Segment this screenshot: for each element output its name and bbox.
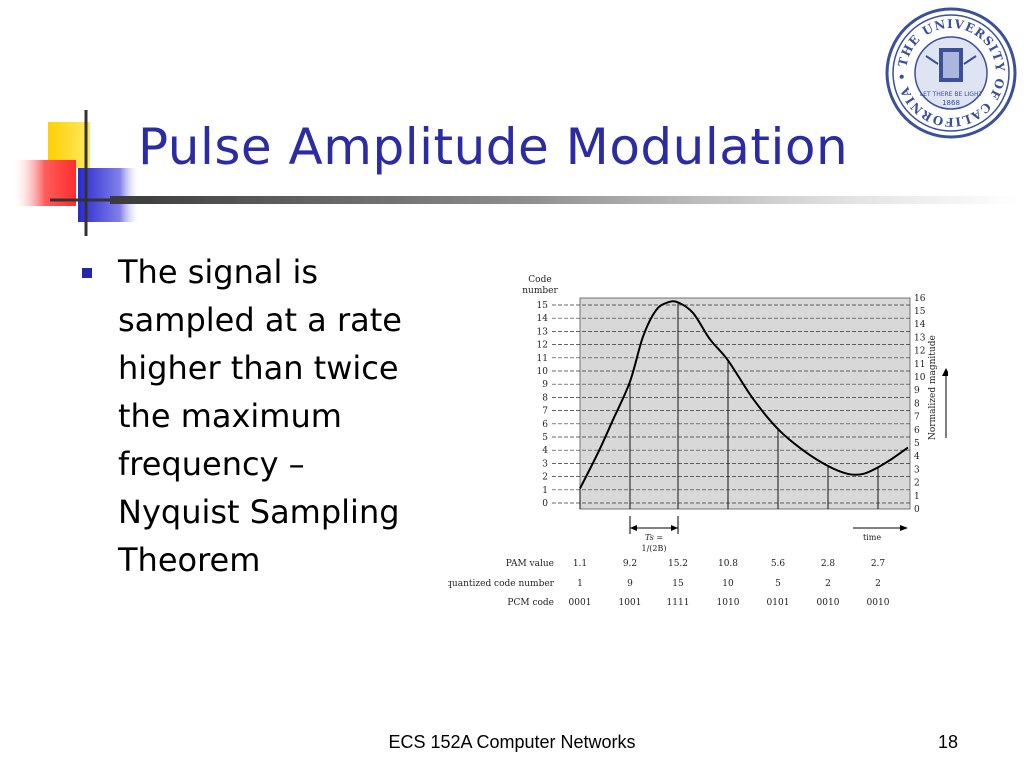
table-cell: 2.7 [871, 559, 886, 569]
table-cell: 15.2 [668, 559, 688, 569]
time-arrowhead-icon [900, 525, 908, 531]
footer-course-name: ECS 152A Computer Networks [388, 732, 636, 752]
right-tick-label: 2 [914, 479, 920, 489]
signal-curve [579, 300, 909, 489]
table-cell: 9.2 [623, 559, 637, 569]
table-cell: 2 [875, 579, 881, 589]
ts-right-arrowhead-icon [671, 525, 678, 531]
table-cell: 0010 [867, 598, 890, 608]
right-tick-label: 10 [914, 373, 926, 383]
left-tick-label: 15 [537, 301, 549, 311]
plot-area [579, 297, 911, 510]
right-tick-label: 9 [914, 386, 920, 396]
square-bullet-icon [82, 268, 92, 278]
right-axis-title: Normalized magnitude [928, 335, 938, 440]
table-row-label-pam: PAM value [506, 559, 554, 569]
right-tick-label: 6 [914, 426, 920, 436]
title-underline [110, 196, 1020, 204]
table-cell: 1001 [619, 598, 642, 608]
right-tick-label: 4 [914, 452, 920, 462]
ts-left-arrowhead-icon [630, 525, 637, 531]
left-tick-label: 11 [537, 354, 548, 364]
left-tick-label: 3 [542, 459, 548, 469]
right-tick-label: 14 [914, 320, 926, 330]
left-axis-title: Code [528, 275, 551, 285]
left-tick-label: 10 [537, 367, 549, 377]
left-tick-label: 7 [542, 407, 548, 417]
sample-lines [579, 302, 879, 509]
table-cell: 5 [775, 579, 781, 589]
table-row-label-pcm: PCM code [507, 598, 554, 608]
table-row-label-quantized: quantized code number [448, 579, 555, 589]
time-label: time [863, 533, 881, 542]
table-cell: 2 [825, 579, 831, 589]
left-tick-label: 13 [537, 327, 549, 337]
left-tick-label: 8 [542, 393, 548, 403]
left-tick-label: 0 [542, 499, 548, 509]
right-tick-label: 11 [914, 360, 925, 370]
left-tick-label: 9 [542, 380, 548, 390]
right-tick-label: 13 [914, 333, 926, 343]
slide-title: Pulse Amplitude Modulation [138, 118, 849, 176]
blue-square [78, 168, 138, 222]
table-cell: 2.8 [821, 559, 836, 569]
svg-text:LET THERE BE LIGHT: LET THERE BE LIGHT [920, 91, 983, 98]
bullet-text: The signal is sampled at a rate higher t… [118, 253, 402, 579]
bullet-item: The signal is sampled at a rate higher t… [78, 248, 418, 584]
right-tick-label: 7 [914, 413, 920, 423]
table-cells: 1.1 9.2 15.2 10.8 5.6 2.8 2.7 1 9 15 10 5 2 2 0001 1001… [569, 559, 890, 608]
right-tick-label: 16 [914, 294, 926, 304]
table-cell: 15 [672, 579, 684, 589]
right-tick-label: 5 [914, 439, 920, 449]
left-tick-label: 2 [542, 473, 548, 483]
table-cell: 9 [627, 579, 633, 589]
left-tick-label: 4 [542, 446, 548, 456]
right-tick-label: 12 [914, 347, 925, 357]
right-tick-label: 0 [914, 505, 920, 515]
table-cell: 1111 [667, 598, 690, 608]
up-arrowhead-icon [942, 368, 948, 376]
ts-label: Ts = [645, 533, 663, 542]
left-tick-label: 1 [542, 486, 548, 496]
bullet-list: The signal is sampled at a rate higher t… [78, 248, 418, 584]
svg-text:1868: 1868 [942, 99, 960, 107]
table-cell: 10 [722, 579, 734, 589]
right-tick-label: 8 [914, 399, 920, 409]
right-tick-label: 15 [914, 307, 926, 317]
right-tick-label: 3 [914, 465, 920, 475]
ts-label-2: 1/(2B) [642, 544, 667, 553]
left-tick-label: 14 [537, 314, 549, 324]
footer-page-number: 18 [938, 732, 959, 752]
table-cell: 0010 [817, 598, 840, 608]
corner-decoration [14, 110, 140, 236]
table-cell: 1.1 [573, 559, 587, 569]
table-cell: 0101 [767, 598, 790, 608]
left-tick-label: 5 [542, 433, 548, 443]
table-cell: 1010 [717, 598, 740, 608]
left-tick-label: 12 [537, 341, 548, 351]
left-axis-title-2: number [522, 286, 558, 296]
red-square [14, 160, 76, 206]
table-cell: 1 [577, 579, 583, 589]
table-cell: 5.6 [771, 559, 786, 569]
left-tick-label: 6 [542, 420, 548, 430]
right-tick-label: 1 [914, 492, 920, 502]
table-cell: 10.8 [718, 559, 738, 569]
university-seal-logo: THE UNIVERSITY OF CALIFORNIA • DAVIS • L… [884, 6, 1017, 139]
table-cell: 0001 [569, 598, 592, 608]
